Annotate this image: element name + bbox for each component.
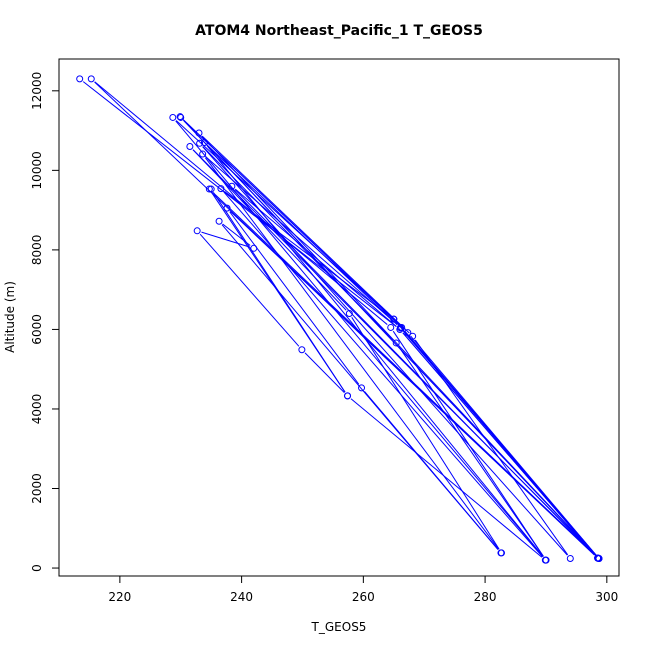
data-point — [345, 310, 353, 318]
data-point — [404, 329, 412, 337]
series-segment — [207, 145, 398, 326]
series-segment — [351, 317, 500, 550]
data-point — [223, 204, 231, 212]
series-segment — [204, 157, 500, 550]
y-tick-label: 0 — [30, 564, 44, 572]
data-point — [387, 323, 395, 331]
data-point — [541, 556, 549, 564]
data-point — [87, 75, 95, 83]
series-segment — [304, 352, 345, 393]
series-segment — [234, 189, 595, 556]
data-point — [193, 227, 201, 235]
y-axis-label: Altitude (m) — [3, 281, 17, 353]
data-point — [594, 554, 602, 562]
y-tick-label: 2000 — [30, 473, 44, 504]
data-point — [566, 555, 574, 563]
data-point — [358, 384, 366, 392]
y-tick-label: 8000 — [30, 235, 44, 266]
y-tick-label: 12000 — [30, 72, 44, 110]
data-point — [298, 346, 306, 354]
data-point — [396, 325, 404, 333]
data-point — [344, 392, 352, 400]
data-point — [205, 185, 213, 193]
data-point — [392, 339, 400, 347]
series-segment — [199, 233, 300, 347]
data-point — [196, 139, 204, 147]
x-axis: 220 240 260 280 300 — [108, 575, 618, 604]
data-point — [199, 150, 207, 158]
x-axis-label: T_GEOS5 — [311, 620, 367, 634]
data-point — [176, 113, 184, 121]
y-axis: 0 2000 4000 6000 8000 10000 12000 — [30, 72, 60, 572]
data-point — [169, 113, 177, 121]
data-point — [250, 244, 258, 252]
series-segment — [229, 210, 595, 556]
data-point — [390, 315, 398, 323]
x-tick-label: 260 — [352, 590, 375, 604]
chart-title: ATOM4 Northeast_Pacific_1 T_GEOS5 — [195, 23, 483, 39]
series-lines — [82, 81, 597, 558]
x-tick-label: 280 — [474, 590, 497, 604]
y-tick-label: 6000 — [30, 314, 44, 345]
x-tick-label: 220 — [108, 590, 131, 604]
data-point — [215, 217, 223, 225]
series-segment — [201, 231, 250, 248]
series-segment — [229, 211, 360, 385]
x-tick-label: 240 — [230, 590, 253, 604]
data-point — [200, 139, 208, 147]
data-point — [228, 182, 236, 190]
data-point — [497, 549, 505, 557]
series-segment — [201, 135, 410, 334]
data-point — [177, 113, 185, 121]
series-segment — [201, 135, 597, 556]
series-segment — [213, 192, 346, 393]
x-tick-label: 300 — [595, 590, 618, 604]
data-point — [217, 185, 225, 193]
data-point — [195, 129, 203, 137]
series-segment — [206, 145, 544, 557]
series-segment — [224, 190, 391, 317]
series-segment — [350, 398, 543, 558]
y-tick-label: 10000 — [30, 151, 44, 189]
data-point — [409, 332, 417, 340]
data-point — [76, 75, 84, 83]
series-segment — [205, 156, 398, 325]
series-segment — [234, 188, 397, 327]
series-segment — [402, 332, 596, 556]
data-point — [207, 185, 215, 193]
y-tick-label: 4000 — [30, 394, 44, 425]
series-segment — [192, 149, 347, 311]
series-segment — [183, 120, 405, 330]
series-points — [76, 75, 603, 564]
series-segment — [221, 224, 499, 550]
series-segment — [223, 191, 543, 558]
series-segment — [414, 339, 569, 556]
data-point — [186, 142, 194, 150]
